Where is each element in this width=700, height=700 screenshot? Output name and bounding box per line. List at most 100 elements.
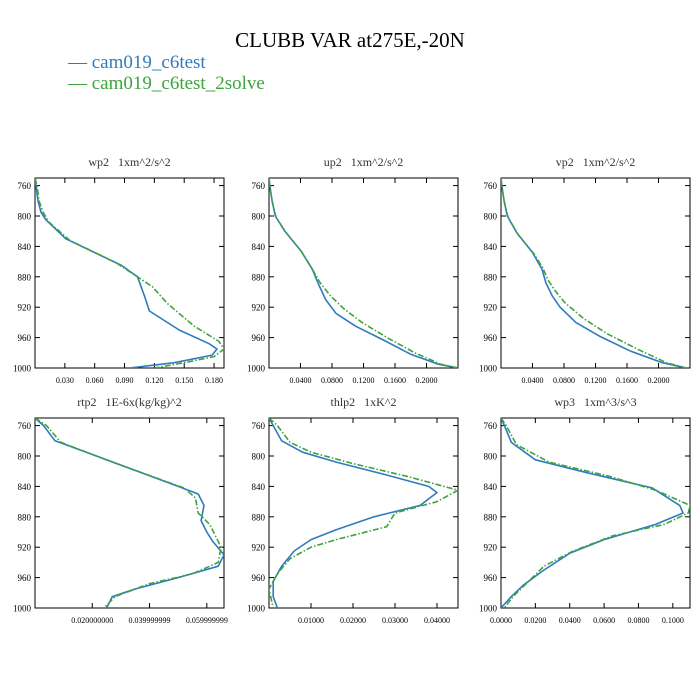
y-tick-label-up2-840: 840 <box>252 242 266 252</box>
panel-up2: up2 1xm^2/s^2 760 800 840 880 920 960 1000 0.040… <box>247 155 459 385</box>
series-line-wp2-cam019-c6test <box>35 178 218 368</box>
x-tick-label-wp3-0: 0.0000 <box>490 616 512 625</box>
y-tick-label-up2-800: 800 <box>252 212 266 222</box>
series-line-rtp2-cam019-c6test <box>35 418 224 608</box>
panel-rtp2: rtp2 1E-6x(kg/kg)^2 760 800 840 880 920 960 100… <box>13 395 228 625</box>
y-tick-label-vp2-960: 960 <box>484 333 498 343</box>
x-tick-label-wp2-3: 0.120 <box>145 376 163 385</box>
y-tick-label-wp3-920: 920 <box>484 543 498 553</box>
x-tick-label-up2-3: 0.1600 <box>384 376 406 385</box>
y-tick-label-vp2-840: 840 <box>484 242 498 252</box>
plot-frame-wp2 <box>34 177 225 369</box>
series-line-wp2-cam019-c6test-2solve <box>35 178 224 368</box>
x-tick-label-vp2-1: 0.0800 <box>553 376 575 385</box>
x-tick-label-wp2-2: 0.090 <box>116 376 134 385</box>
y-tick-label-vp2-1000: 1000 <box>479 364 498 374</box>
x-tick-label-thlp2-1: 0.02000 <box>340 616 366 625</box>
y-tick-label-vp2-760: 760 <box>484 181 498 191</box>
y-tick-label-up2-760: 760 <box>252 181 266 191</box>
y-tick-label-wp2-760: 760 <box>18 181 32 191</box>
x-tick-label-vp2-3: 0.1600 <box>616 376 638 385</box>
plot-frame-thlp2 <box>268 417 459 609</box>
y-tick-label-wp3-800: 800 <box>484 452 498 462</box>
y-tick-label-rtp2-1000: 1000 <box>13 604 32 614</box>
y-tick-label-thlp2-840: 840 <box>252 482 266 492</box>
x-tick-label-up2-1: 0.0800 <box>321 376 343 385</box>
y-tick-label-vp2-880: 880 <box>484 272 498 282</box>
plot-frame-rtp2 <box>34 417 225 609</box>
x-tick-label-vp2-2: 0.1200 <box>585 376 607 385</box>
y-tick-label-rtp2-960: 960 <box>18 573 32 583</box>
y-tick-label-wp3-960: 960 <box>484 573 498 583</box>
x-tick-label-vp2-0: 0.0400 <box>522 376 544 385</box>
y-tick-label-vp2-800: 800 <box>484 212 498 222</box>
x-tick-label-thlp2-2: 0.03000 <box>382 616 408 625</box>
panel-title-wp2: wp2 1xm^2/s^2 <box>88 155 170 169</box>
y-tick-label-wp3-880: 880 <box>484 512 498 522</box>
x-tick-label-thlp2-3: 0.04000 <box>424 616 450 625</box>
y-tick-label-wp2-840: 840 <box>18 242 32 252</box>
y-tick-label-rtp2-840: 840 <box>18 482 32 492</box>
legend-label-c6test-2solve: cam019_c6test_2solve <box>91 73 265 94</box>
y-tick-label-wp2-1000: 1000 <box>13 364 32 374</box>
series-line-thlp2-cam019-c6test-2solve <box>269 418 458 608</box>
series-line-wp3-cam019-c6test <box>501 418 684 608</box>
y-tick-label-thlp2-960: 960 <box>252 573 266 583</box>
x-tick-label-wp3-5: 0.1000 <box>662 616 684 625</box>
x-tick-label-up2-0: 0.0400 <box>290 376 312 385</box>
y-tick-label-wp2-960: 960 <box>18 333 32 343</box>
series-line-vp2-cam019-c6test-2solve <box>501 178 687 368</box>
y-tick-label-up2-880: 880 <box>252 272 266 282</box>
series-line-vp2-cam019-c6test <box>501 178 687 368</box>
legend-entry-c6test-2solve: — cam019_c6test_2solve <box>68 73 265 95</box>
panel-title-thlp2: thlp2 1xK^2 <box>331 395 397 409</box>
legend-swatch-c6test: — <box>68 52 92 73</box>
series-line-up2-cam019-c6test-2solve <box>269 178 458 368</box>
y-tick-label-rtp2-920: 920 <box>18 543 32 553</box>
y-tick-label-rtp2-760: 760 <box>18 421 32 431</box>
x-tick-label-wp3-4: 0.0800 <box>627 616 649 625</box>
y-tick-label-up2-920: 920 <box>252 303 266 313</box>
series-line-thlp2-cam019-c6test <box>269 418 438 608</box>
y-tick-label-vp2-920: 920 <box>484 303 498 313</box>
legend-label-c6test: cam019_c6test <box>91 52 206 73</box>
x-tick-label-up2-2: 0.1200 <box>353 376 375 385</box>
x-tick-label-thlp2-0: 0.01000 <box>298 616 324 625</box>
y-tick-label-wp2-880: 880 <box>18 272 32 282</box>
x-tick-label-up2-4: 0.2000 <box>416 376 438 385</box>
y-tick-label-up2-1000: 1000 <box>247 364 266 374</box>
x-tick-label-wp2-1: 0.060 <box>86 376 104 385</box>
y-tick-label-wp2-800: 800 <box>18 212 32 222</box>
y-tick-label-thlp2-920: 920 <box>252 543 266 553</box>
x-tick-label-rtp2-1: 0.039999999 <box>129 616 171 625</box>
page-title: CLUBB VAR at275E,-20N <box>235 28 465 52</box>
y-tick-label-wp3-1000: 1000 <box>479 604 498 614</box>
x-tick-label-wp2-5: 0.180 <box>205 376 223 385</box>
x-tick-label-rtp2-2: 0.059999999 <box>186 616 228 625</box>
panel-title-wp3: wp3 1xm^3/s^3 <box>554 395 636 409</box>
y-tick-label-thlp2-1000: 1000 <box>247 604 266 614</box>
x-tick-label-rtp2-0: 0.020000000 <box>71 616 113 625</box>
y-tick-label-thlp2-800: 800 <box>252 452 266 462</box>
legend-entry-c6test: — cam019_c6test <box>68 52 206 74</box>
y-tick-label-thlp2-760: 760 <box>252 421 266 431</box>
y-tick-label-thlp2-880: 880 <box>252 512 266 522</box>
series-line-up2-cam019-c6test <box>269 178 458 368</box>
plot-frame-wp3 <box>500 417 691 609</box>
panel-title-rtp2: rtp2 1E-6x(kg/kg)^2 <box>77 395 182 409</box>
series-line-wp3-cam019-c6test-2solve <box>501 418 690 608</box>
y-tick-label-rtp2-800: 800 <box>18 452 32 462</box>
plot-frame-vp2 <box>500 177 691 369</box>
y-tick-label-rtp2-880: 880 <box>18 512 32 522</box>
y-tick-label-wp3-760: 760 <box>484 421 498 431</box>
x-tick-label-wp3-2: 0.0400 <box>559 616 581 625</box>
legend-swatch-c6test-2solve: — <box>68 73 92 94</box>
panel-wp3: wp3 1xm^3/s^3 760 800 840 880 920 960 1000 0.000… <box>479 395 691 625</box>
x-tick-label-wp3-1: 0.0200 <box>524 616 546 625</box>
x-tick-label-wp2-4: 0.150 <box>175 376 193 385</box>
panel-title-vp2: vp2 1xm^2/s^2 <box>556 155 636 169</box>
panel-vp2: vp2 1xm^2/s^2 760 800 840 880 920 960 1000 0.040… <box>479 155 691 385</box>
x-tick-label-wp3-3: 0.0600 <box>593 616 615 625</box>
y-tick-label-wp2-920: 920 <box>18 303 32 313</box>
series-line-rtp2-cam019-c6test-2solve <box>35 418 222 608</box>
